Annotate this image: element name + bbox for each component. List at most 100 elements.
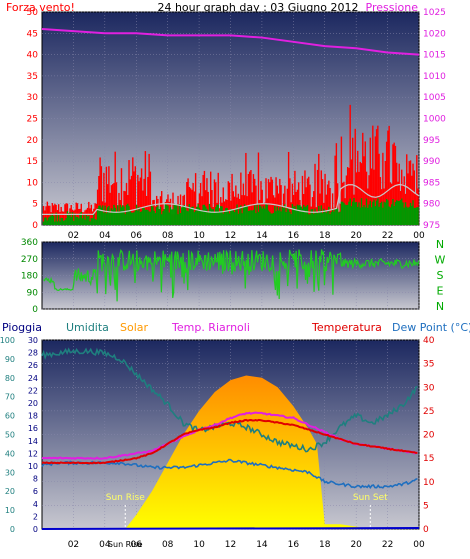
hour-tick-label: 08 (162, 231, 174, 241)
compass-label: W (435, 254, 446, 267)
rain-axis-title: Pioggia (2, 321, 42, 334)
temperature-axis: 0 5 10 15 20 25 30 35 40 (423, 336, 435, 535)
hour-tick-label: 20 (350, 231, 362, 241)
sun-rise-axis-label: Sun Rise (108, 540, 143, 549)
pressure-tick-label: 1000 (423, 115, 446, 125)
temperature-tick-label: 35 (423, 360, 434, 370)
temperature-tick-label: 15 (423, 454, 434, 464)
direction-tick-label: 360 (21, 238, 38, 248)
rain-tick-label: 4 (33, 500, 38, 509)
humidity-tick-label: 60 (5, 412, 15, 421)
humidity-tick-label: 90 (5, 355, 15, 364)
wind-speed-axis: 0 5 10 15 20 25 30 35 40 45 50 (27, 8, 39, 231)
wind-speed-tick-label: 20 (27, 136, 39, 146)
hour-tick-label: 10 (193, 231, 205, 241)
humidity-tick-label: 0 (10, 525, 15, 534)
hour-tick-label: 18 (319, 540, 331, 550)
temperature-tick-label: 5 (423, 501, 429, 511)
hour-tick-label: 14 (256, 231, 268, 241)
compass-label: S (437, 269, 444, 282)
solar-legend: Solar (120, 321, 149, 334)
humidity-legend: Umidita (66, 321, 109, 334)
humidity-tick-label: 40 (5, 449, 15, 458)
humidity-tick-label: 100 (0, 336, 15, 345)
hour-tick-label: 18 (319, 231, 331, 241)
direction-tick-label: 90 (27, 288, 39, 298)
pressure-tick-label: 1025 (423, 8, 446, 18)
left-axis-title: Forza vento! (6, 1, 75, 14)
hour-tick-label: 12 (225, 231, 236, 241)
pressure-tick-label: 980 (423, 200, 440, 210)
dew-point-legend: Dew Point (°C) (392, 321, 470, 334)
sun-set-label: Sun Set (353, 493, 388, 503)
wind-speed-tick-label: 35 (27, 72, 38, 82)
pressure-tick-label: 975 (423, 221, 440, 231)
rain-tick-label: 26 (28, 361, 38, 370)
hour-tick-label: 06 (131, 231, 143, 241)
pressure-tick-label: 1010 (423, 72, 446, 82)
solar-area (125, 375, 371, 529)
panel-wind-hour-axis: 02 04 06 08 10 12 14 16 18 20 22 00 (68, 231, 425, 241)
wind-speed-tick-label: 0 (32, 221, 38, 231)
hour-tick-label: 00 (413, 540, 425, 550)
rain-tick-label: 16 (28, 424, 38, 433)
rain-tick-label: 14 (28, 437, 38, 446)
rain-tick-label: 20 (28, 399, 38, 408)
wind-speed-tick-label: 30 (27, 93, 39, 103)
hour-tick-label: 02 (68, 540, 79, 550)
hour-tick-label: 02 (68, 231, 79, 241)
pressure-line (41, 28, 420, 56)
wind-speed-tick-label: 5 (32, 200, 38, 210)
wind-series (41, 28, 420, 225)
rain-tick-label: 30 (28, 336, 38, 345)
rain-tick-label: 24 (28, 374, 38, 383)
hour-tick-label: 12 (225, 540, 236, 550)
pressure-tick-label: 985 (423, 178, 440, 188)
humidity-tick-label: 20 (5, 487, 15, 496)
wind-speed-tick-label: 15 (27, 157, 38, 167)
panel-temp-hour-axis: 02 04 06 08 10 12 14 16 18 20 22 00 (68, 540, 425, 550)
humidity-tick-label: 10 (5, 506, 15, 515)
compass-label: N (436, 300, 444, 313)
temperature-tick-label: 0 (423, 525, 429, 535)
rain-line (41, 527, 420, 530)
temperature-legend: Temperatura (311, 321, 382, 334)
sun-rise-label: Sun Rise (106, 493, 145, 503)
humidity-tick-label: 70 (5, 393, 15, 402)
temp-humidity-series (41, 347, 420, 530)
rain-tick-label: 6 (33, 487, 38, 496)
pressure-axis: 975 980 985 990 995 1000 1005 1010 1015 1020 1025 (423, 8, 446, 231)
pressure-tick-label: 995 (423, 136, 440, 146)
temperature-tick-label: 20 (423, 431, 435, 441)
rain-tick-label: 2 (33, 512, 38, 521)
direction-tick-label: 270 (21, 255, 38, 265)
direction-tick-label: 180 (21, 272, 38, 282)
chart-title: 24 hour graph day : 03 Giugno 2012 (157, 1, 358, 14)
hour-tick-label: 08 (162, 540, 174, 550)
wind-speed-tick-label: 45 (27, 29, 38, 39)
rain-tick-label: 18 (28, 412, 38, 421)
rain-tick-label: 22 (28, 386, 38, 395)
hour-tick-label: 22 (382, 540, 393, 550)
hour-tick-label: 04 (99, 231, 111, 241)
humidity-tick-label: 80 (5, 374, 15, 383)
right-axis-title: Pressione (366, 1, 419, 14)
humidity-axis: 0 10 20 30 40 50 60 70 80 90 100 (0, 336, 15, 534)
pressure-tick-label: 990 (423, 157, 440, 167)
rain-tick-label: 28 (28, 349, 38, 358)
pressure-tick-label: 1015 (423, 51, 446, 61)
rain-tick-label: 8 (33, 475, 38, 484)
pressure-tick-label: 1020 (423, 29, 446, 39)
direction-tick-label: 0 (32, 305, 38, 315)
rain-tick-label: 0 (33, 525, 38, 534)
humidity-tick-label: 50 (5, 431, 15, 440)
temperature-tick-label: 25 (423, 407, 434, 417)
wind-speed-tick-label: 10 (27, 178, 39, 188)
wind-speed-tick-label: 40 (27, 51, 39, 61)
rain-tick-label: 10 (28, 462, 38, 471)
hour-tick-label: 16 (288, 540, 300, 550)
rain-tick-label: 12 (28, 449, 38, 458)
